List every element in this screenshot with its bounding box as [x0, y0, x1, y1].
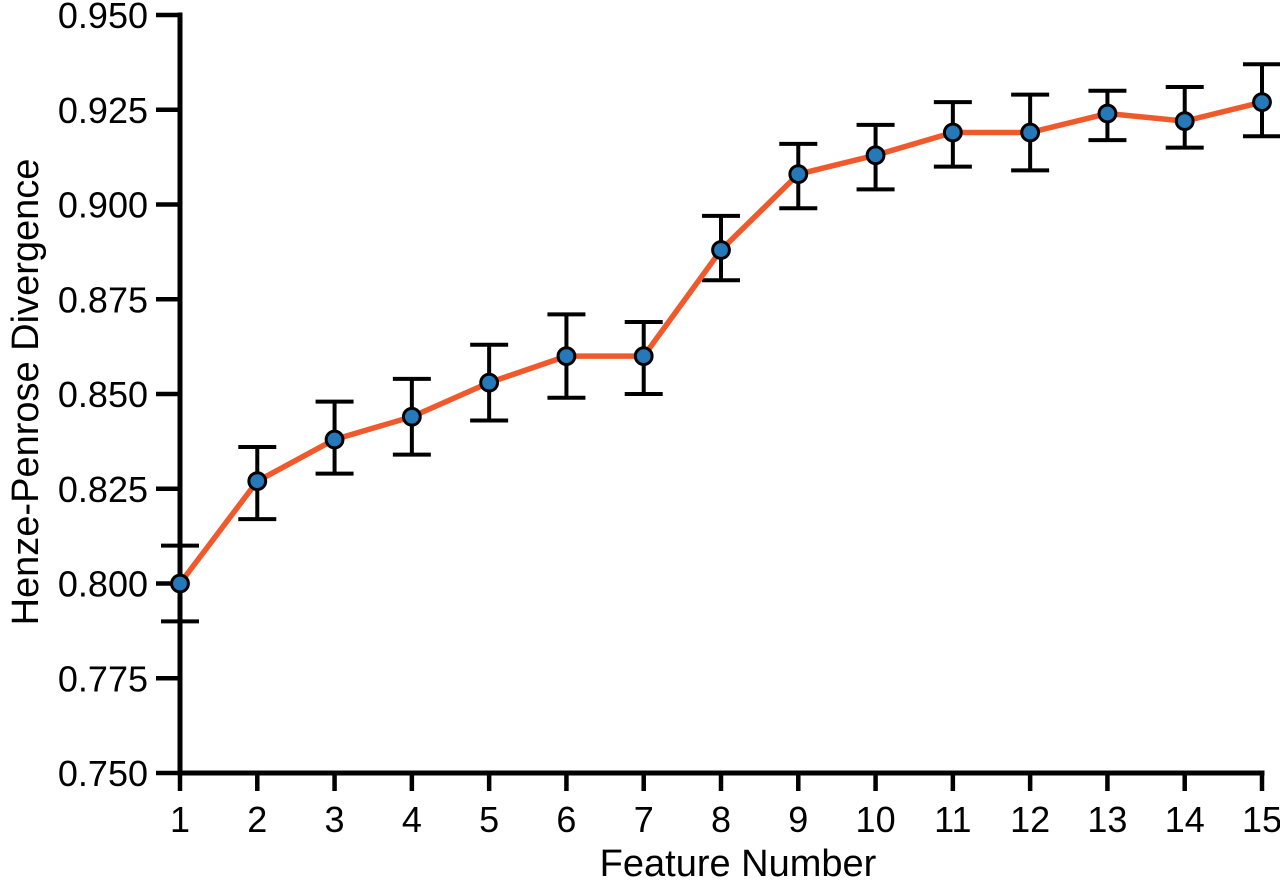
data-point — [556, 346, 577, 367]
data-point — [1020, 122, 1041, 143]
data-point — [401, 406, 422, 427]
data-point — [865, 145, 886, 166]
data-point — [711, 240, 731, 260]
x-tick-label: 3 — [325, 799, 345, 840]
y-tick-label: 0.875 — [58, 279, 148, 320]
y-tick-label: 0.775 — [58, 658, 148, 699]
x-tick-label: 9 — [788, 799, 808, 840]
data-point — [324, 429, 345, 450]
y-tick-label: 0.850 — [58, 374, 148, 415]
data-line — [177, 99, 1265, 587]
data-point — [1174, 111, 1195, 132]
x-tick-label: 11 — [934, 799, 971, 840]
data-point — [170, 573, 190, 594]
data-point — [788, 164, 809, 185]
x-tick-label: 2 — [247, 799, 267, 840]
y-tick-label: 0.750 — [58, 753, 148, 794]
x-tick-label: 13 — [1087, 799, 1127, 840]
data-point — [247, 471, 268, 492]
y-tick-label: 0.950 — [58, 0, 148, 36]
x-tick-label: 4 — [402, 799, 422, 840]
x-tick-label: 8 — [711, 799, 731, 840]
x-tick-label: 14 — [1165, 799, 1205, 840]
data-point — [1252, 92, 1272, 113]
data-point — [479, 372, 500, 393]
y-tick-label: 0.825 — [58, 469, 148, 510]
x-tick-label: 7 — [634, 799, 654, 840]
x-tick-label: 5 — [479, 799, 499, 840]
y-tick-label: 0.900 — [58, 185, 148, 226]
x-tick-label: 12 — [1010, 799, 1050, 840]
x-tick-label: 6 — [556, 799, 576, 840]
plot-area: 0.750 0.775 0.800 0.825 0.850 0.875 0.900 0.925… — [58, 0, 1280, 840]
y-axis-title: Henze-Penrose Divergence — [5, 159, 47, 626]
data-point — [942, 122, 963, 143]
x-tick-label: 10 — [856, 799, 896, 840]
data-point — [633, 346, 654, 367]
x-tick-label: 1 — [170, 799, 190, 840]
x-axis-title: Feature Number — [600, 843, 877, 884]
x-tick-label: 15 — [1242, 799, 1280, 840]
data-point — [1097, 103, 1118, 124]
y-tick-label: 0.800 — [58, 564, 148, 605]
y-tick-label: 0.925 — [58, 90, 148, 131]
